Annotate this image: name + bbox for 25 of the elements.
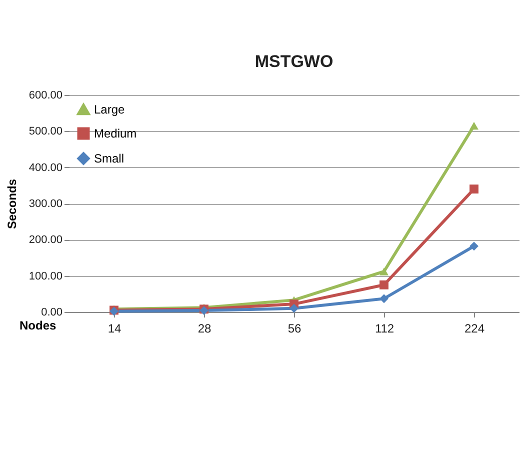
point bbox=[290, 304, 298, 313]
point bbox=[380, 280, 388, 290]
point bbox=[470, 122, 478, 130]
chart-title: MSTGWO bbox=[254, 52, 334, 71]
y-tick-label: 400.00 bbox=[28, 162, 62, 174]
point bbox=[380, 268, 388, 276]
y-tick-label: 500.00 bbox=[28, 126, 62, 138]
y-tick-label: 200.00 bbox=[28, 234, 62, 246]
point bbox=[470, 184, 478, 194]
x-tick-label: 28 bbox=[198, 322, 212, 336]
y-tick-label: 0.00 bbox=[41, 306, 62, 318]
legend-label: Small bbox=[94, 152, 124, 166]
y-tick-label: 600.00 bbox=[28, 90, 62, 102]
legend-label: Large bbox=[94, 102, 126, 116]
point bbox=[470, 242, 478, 251]
x-tick-label: 14 bbox=[108, 322, 122, 336]
y-tick-label: 300.00 bbox=[28, 198, 62, 210]
x-tick-label: 224 bbox=[464, 322, 485, 336]
y-axis-title: Seconds bbox=[4, 178, 19, 230]
x-tick-label: 56 bbox=[288, 322, 302, 336]
y-tick-label: 100.00 bbox=[28, 270, 62, 282]
point bbox=[380, 294, 388, 304]
x-tick-label: 112 bbox=[374, 322, 394, 336]
legend-label: Medium bbox=[94, 126, 137, 140]
x-axis-title: Nodes bbox=[20, 318, 56, 332]
